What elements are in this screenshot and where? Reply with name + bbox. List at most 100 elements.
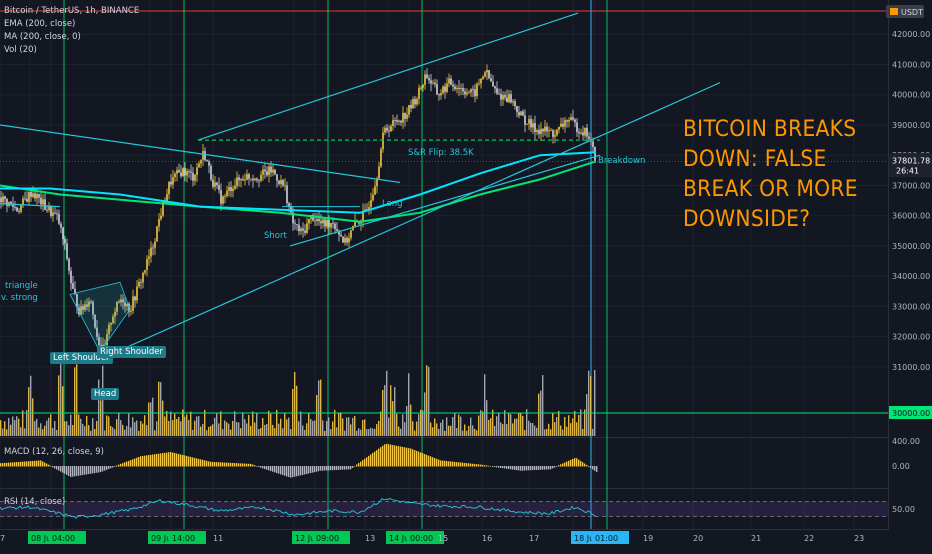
- volume-bar: [116, 419, 118, 436]
- candle-body: [542, 128, 544, 132]
- rsi-pane-bg[interactable]: [0, 489, 888, 529]
- candle-body: [514, 101, 516, 106]
- time-tick-label: 00:00: [410, 534, 433, 543]
- volume-bar: [78, 414, 80, 436]
- macd-histogram-bar: [106, 466, 108, 470]
- macd-histogram-bar: [298, 466, 300, 476]
- volume-bar: [240, 428, 242, 436]
- macd-histogram-bar: [424, 454, 426, 467]
- candle-body: [498, 93, 500, 95]
- volume-bar: [36, 418, 38, 436]
- macd-histogram-bar: [118, 464, 120, 467]
- volume-bar: [544, 429, 546, 436]
- price-tick-label: 40000.00: [892, 91, 930, 100]
- macd-legend[interactable]: MACD (12, 26, close, 9): [4, 447, 104, 457]
- macd-histogram-bar: [174, 452, 176, 467]
- macd-histogram-bar: [140, 456, 142, 467]
- volume-bar: [138, 430, 140, 436]
- candle-body: [334, 223, 336, 230]
- candle-body: [86, 304, 88, 307]
- candle-body: [270, 166, 272, 173]
- price-axis-bg[interactable]: [888, 0, 932, 550]
- volume-bar: [32, 398, 34, 436]
- macd-histogram-bar: [154, 454, 156, 467]
- candle-body: [368, 207, 370, 210]
- volume-bar: [298, 421, 300, 436]
- volume-bar: [314, 420, 316, 436]
- candle-body: [372, 194, 374, 201]
- volume-bar: [82, 423, 84, 436]
- volume-bar: [450, 425, 452, 436]
- candle-body: [90, 301, 92, 303]
- candle-body: [442, 86, 444, 94]
- macd-histogram-bar: [12, 462, 14, 467]
- macd-histogram-bar: [60, 466, 62, 472]
- time-tick-label: 22: [804, 534, 814, 543]
- macd-histogram-bar: [68, 466, 70, 476]
- candle-body: [316, 219, 318, 221]
- volume-bar: [260, 428, 262, 436]
- candle-body: [132, 296, 134, 311]
- volume-bar: [576, 422, 578, 436]
- volume-bar: [558, 410, 560, 436]
- volume-legend[interactable]: Vol (20): [4, 45, 37, 55]
- volume-bar: [342, 418, 344, 436]
- macd-histogram-bar: [576, 458, 578, 467]
- candle-body: [144, 269, 146, 273]
- volume-bar: [160, 382, 162, 436]
- candle-body: [188, 171, 190, 172]
- volume-bar: [286, 419, 288, 436]
- volume-bar: [574, 411, 576, 436]
- volume-bar: [84, 426, 86, 436]
- macd-histogram-bar: [534, 466, 536, 471]
- volume-bar: [330, 429, 332, 436]
- price-pane-bg[interactable]: [0, 0, 888, 437]
- macd-histogram-bar: [130, 460, 132, 467]
- candle-body: [50, 206, 52, 216]
- volume-bar: [386, 370, 388, 436]
- volume-bar: [536, 427, 538, 436]
- candle-body: [348, 237, 350, 243]
- candle-body: [554, 135, 556, 137]
- rsi-legend[interactable]: RSI (14, close): [4, 497, 66, 507]
- volume-bar: [186, 414, 188, 436]
- macd-histogram-bar: [214, 462, 216, 467]
- macd-histogram-bar: [270, 466, 272, 472]
- time-label-highlight: [313, 531, 345, 544]
- candle-body: [306, 223, 308, 233]
- volume-bar: [566, 426, 568, 436]
- macd-histogram-bar: [30, 461, 32, 467]
- ema-legend[interactable]: EMA (200, close): [4, 19, 76, 29]
- volume-bar: [54, 421, 56, 436]
- volume-bar: [136, 420, 138, 436]
- macd-histogram-bar: [102, 466, 104, 472]
- candle-body: [500, 94, 502, 100]
- candle-body: [64, 239, 66, 244]
- volume-bar: [266, 423, 268, 436]
- volume-bar: [88, 425, 90, 436]
- macd-histogram-bar: [74, 466, 76, 477]
- volume-bar: [146, 425, 148, 436]
- candle-body: [62, 227, 64, 240]
- volume-bar: [444, 430, 446, 436]
- macd-histogram-bar: [422, 453, 424, 467]
- macd-histogram-bar: [324, 466, 326, 471]
- ma-legend[interactable]: MA (200, close, 0): [4, 32, 81, 42]
- candle-body: [550, 130, 552, 132]
- volume-bar: [244, 419, 246, 436]
- candle-body: [236, 177, 238, 186]
- volume-bar: [74, 367, 76, 436]
- candle-body: [314, 220, 316, 222]
- macd-histogram-bar: [408, 448, 410, 467]
- currency-tag[interactable]: USDT: [901, 8, 923, 17]
- volume-bar: [62, 386, 64, 436]
- time-axis-bg[interactable]: [0, 530, 932, 550]
- macd-histogram-bar: [254, 465, 256, 467]
- last-price-tag-bg: [889, 153, 932, 178]
- candle-body: [126, 303, 128, 307]
- volume-bar: [364, 419, 366, 436]
- volume-bar: [150, 402, 152, 436]
- candle-body: [350, 230, 352, 238]
